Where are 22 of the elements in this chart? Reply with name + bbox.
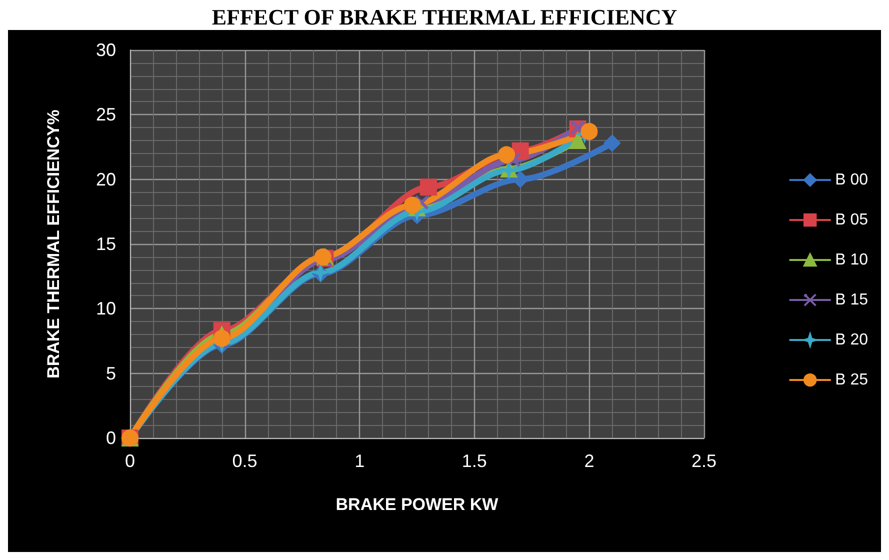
y-tick-label: 20 (96, 169, 116, 190)
x-axis-title: BRAKE POWER KW (336, 495, 500, 514)
y-tick-label: 5 (106, 363, 116, 384)
legend-label: B 15 (835, 292, 868, 308)
legend-label: B 10 (835, 252, 868, 268)
x-tick-label: 2 (584, 451, 594, 471)
y-tick-label: 15 (96, 234, 116, 254)
y-tick-label: 25 (96, 104, 116, 125)
x-tick-label: 1.5 (462, 451, 487, 471)
legend-label: B 20 (835, 332, 868, 348)
y-tick-label: 10 (96, 298, 116, 319)
x-tick-label: 0 (124, 451, 136, 471)
chart-title: EFFECT OF BRAKE THERMAL EFFICIENCY (212, 4, 678, 30)
x-tick-label: 1 (354, 451, 365, 471)
y-axis-title: BRAKE THERMAL EFFICIENCY% (44, 110, 63, 378)
x-tick-label: 2.5 (691, 451, 717, 471)
legend-label: B 00 (835, 172, 868, 188)
y-tick-label: 30 (96, 40, 116, 60)
x-tick-label: 0.5 (232, 451, 258, 471)
legend-label: B 25 (835, 372, 868, 388)
legend-label: B 05 (835, 212, 868, 228)
y-tick-label: 0 (106, 428, 116, 448)
